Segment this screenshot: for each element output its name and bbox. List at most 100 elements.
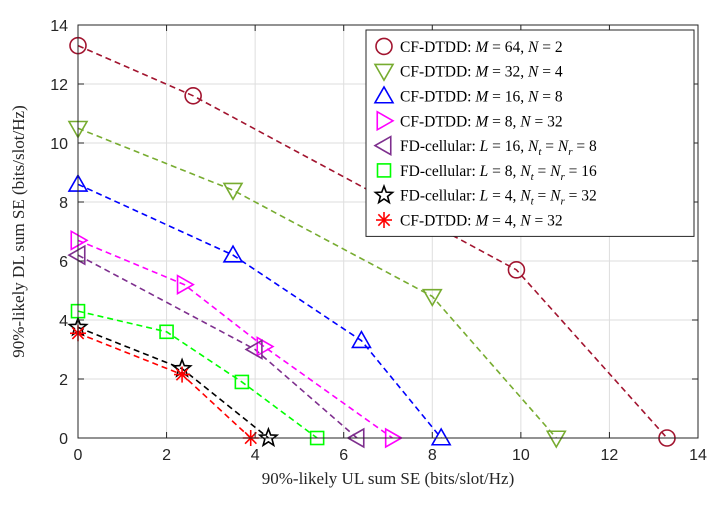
legend-text-part: M (474, 213, 489, 230)
data-point (222, 244, 244, 263)
x-tick-label: 6 (339, 447, 348, 464)
legend-text-part: N (527, 39, 540, 56)
legend-marker (375, 37, 393, 56)
marker-shape (70, 229, 89, 251)
legend-text-part: N (527, 138, 540, 155)
y-tick-label: 6 (59, 254, 68, 271)
marker-shape (184, 87, 202, 105)
legend-prefix: FD-cellular: (400, 138, 480, 155)
legend-text-part: N (527, 89, 540, 106)
legend-text-part: M (474, 89, 489, 106)
x-tick-label: 2 (162, 447, 171, 464)
data-point (174, 366, 191, 383)
legend-text-part: = 8, (488, 113, 520, 130)
marker-shape (421, 288, 443, 308)
data-point (176, 274, 195, 295)
data-point (351, 330, 372, 349)
y-tick-label: 0 (59, 431, 68, 448)
data-point (222, 182, 244, 201)
series-line (77, 183, 442, 439)
legend-box (365, 29, 695, 237)
x-tick-label: 0 (74, 447, 83, 464)
data-point (159, 324, 174, 340)
legend-label: CF-DTDD: M = 16, N = 8 (400, 89, 563, 106)
legend-label: CF-DTDD: M = 4, N = 32 (400, 213, 563, 230)
y-tick-label: 10 (50, 136, 68, 153)
legend-label: FD-cellular: L = 8, Nt = Nr = 16 (400, 163, 597, 183)
x-tick-label: 14 (689, 447, 707, 464)
legend-text-part: t (538, 146, 542, 158)
x-tick-label: 4 (251, 447, 260, 464)
legend-text-part: = (534, 188, 551, 205)
y-tick-label: 8 (59, 195, 68, 212)
marker-shape (244, 339, 263, 360)
series-line (77, 127, 557, 439)
legend-entry: CF-DTDD: M = 8, N = 32 (376, 110, 563, 132)
marker-shape (257, 426, 280, 448)
legend-entry: CF-DTDD: M = 64, N = 2 (375, 37, 563, 56)
legend-text-part: = 2 (538, 39, 562, 56)
plot-frame (77, 24, 699, 439)
legend-text-part: N (549, 163, 562, 180)
marker-shape (430, 427, 452, 446)
marker-shape (373, 63, 395, 82)
legend-marker (373, 85, 395, 104)
legend-prefix: CF-DTDD: (400, 89, 475, 106)
legend-entry: CF-DTDD: M = 16, N = 8 (373, 85, 563, 106)
data-point (421, 288, 443, 308)
y-axis-label: 90%-likely DL sum SE (bits/slot/Hz) (9, 105, 28, 357)
marker-shape (507, 261, 526, 279)
data-point (545, 430, 567, 449)
legend-text-part: = 32 (565, 188, 597, 205)
series-line (77, 239, 393, 439)
marker-shape (377, 213, 391, 227)
data-point (234, 374, 250, 390)
marker-shape (159, 324, 174, 340)
legend-label: CF-DTDD: M = 32, N = 4 (400, 64, 563, 81)
data-point (67, 244, 86, 266)
data-point (430, 427, 452, 446)
legend-text-part: = 16, (488, 138, 528, 155)
legend-text-part: N (519, 163, 532, 180)
y-tick-label: 12 (50, 77, 68, 94)
legend-text-part: = 8 (538, 89, 562, 106)
marker-shape (376, 110, 395, 132)
legend-marker (376, 163, 392, 178)
marker-shape (373, 183, 395, 205)
legend-text-part: = 32 (531, 213, 563, 230)
legend-text-part: M (474, 64, 489, 81)
marker-shape (351, 330, 372, 349)
legend-text-part: N (519, 213, 532, 230)
marker-shape (545, 430, 567, 449)
data-point (257, 426, 280, 448)
legend-text-part: L (479, 163, 489, 180)
marker-shape (176, 274, 195, 295)
x-axis-label: 90%-likely UL sum SE (bits/slot/Hz) (262, 469, 514, 488)
legend-text-part: t (531, 196, 535, 208)
legend-text-part: = 4, (488, 188, 520, 205)
legend-text-part: r (561, 171, 566, 183)
legend-text-part: t (531, 171, 535, 183)
legend-text-part: L (479, 138, 489, 155)
legend-text-part: N (527, 64, 540, 81)
legend-text-part: = 8 (573, 138, 597, 155)
legend-entry: CF-DTDD: M = 4, N = 32 (376, 212, 563, 230)
y-tick-label: 14 (50, 18, 68, 35)
legend-label: FD-cellular: L = 4, Nt = Nr = 32 (400, 188, 597, 208)
legend-text-part: r (561, 196, 566, 208)
legend-text-part: N (519, 113, 532, 130)
legend-text-part: M (474, 39, 489, 56)
marker-shape (175, 368, 189, 381)
marker-shape (67, 244, 86, 266)
legend-entry: FD-cellular: L = 16, Nt = Nr = 8 (373, 135, 597, 158)
legend-text-part: N (549, 188, 562, 205)
y-tick-label: 4 (59, 313, 68, 330)
marker-shape (373, 85, 395, 104)
legend-label: FD-cellular: L = 16, Nt = Nr = 8 (400, 138, 597, 158)
legend-text-part: = 32 (531, 113, 563, 130)
legend-label: CF-DTDD: M = 64, N = 2 (400, 39, 563, 56)
tick-labels: 0 2 4 6 8 10 12 14 0 2 4 6 8 10 12 14 (50, 18, 707, 464)
legend-text-part: = (534, 163, 551, 180)
series-line (77, 254, 358, 439)
data-point (507, 261, 526, 279)
